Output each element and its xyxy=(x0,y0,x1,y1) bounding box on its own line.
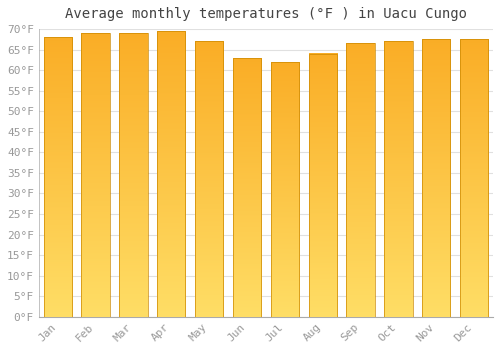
Bar xyxy=(384,41,412,317)
Bar xyxy=(460,39,488,317)
Title: Average monthly temperatures (°F ) in Uacu Cungo: Average monthly temperatures (°F ) in Ua… xyxy=(65,7,467,21)
Bar xyxy=(44,37,72,317)
Bar xyxy=(422,39,450,317)
Bar xyxy=(195,41,224,317)
Bar xyxy=(119,33,148,317)
Bar xyxy=(82,33,110,317)
Bar xyxy=(157,31,186,317)
Bar xyxy=(233,58,261,317)
Bar xyxy=(346,43,375,317)
Bar xyxy=(270,62,299,317)
Bar xyxy=(308,54,337,317)
